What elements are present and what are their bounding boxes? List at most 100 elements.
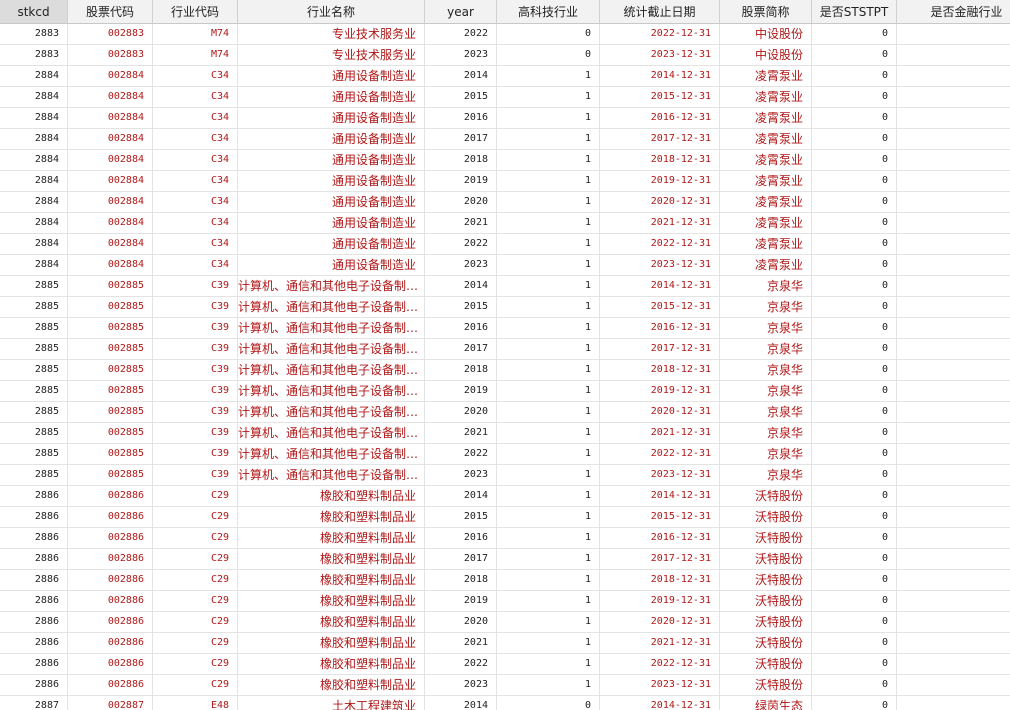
table-cell[interactable]: 凌霄泵业 — [720, 234, 812, 255]
table-cell[interactable]: 京泉华 — [720, 465, 812, 486]
table-cell[interactable]: 0 — [812, 507, 897, 528]
table-cell[interactable]: 2885 — [0, 465, 68, 486]
data-row[interactable]: 2884 002884 C34 通用设备制造业 2023 1 2023-12-31 凌霄泵业 0… — [0, 255, 1010, 276]
table-cell[interactable]: 2016-12-31 — [600, 528, 720, 549]
table-cell[interactable]: C39 — [153, 339, 238, 360]
table-cell[interactable]: 2023 — [425, 255, 497, 276]
table-cell[interactable]: 2023-12-31 — [600, 45, 720, 66]
table-cell[interactable]: 0 — [897, 192, 1010, 213]
table-cell[interactable]: 1 — [497, 381, 600, 402]
table-cell[interactable]: C29 — [153, 675, 238, 696]
table-cell[interactable]: 0 — [812, 45, 897, 66]
table-cell[interactable]: C39 — [153, 465, 238, 486]
table-cell[interactable]: 002883 — [68, 24, 153, 45]
table-cell[interactable]: 0 — [897, 423, 1010, 444]
table-cell[interactable]: 2016 — [425, 528, 497, 549]
table-cell[interactable]: 2014 — [425, 276, 497, 297]
table-cell[interactable]: 1 — [497, 360, 600, 381]
table-cell[interactable]: 0 — [897, 507, 1010, 528]
table-cell[interactable]: 2015 — [425, 87, 497, 108]
table-cell[interactable]: 0 — [812, 108, 897, 129]
table-cell[interactable]: 0 — [812, 381, 897, 402]
table-cell[interactable]: 0 — [812, 255, 897, 276]
table-cell[interactable]: 1 — [497, 612, 600, 633]
table-cell[interactable]: 0 — [812, 675, 897, 696]
table-cell[interactable]: 凌霄泵业 — [720, 171, 812, 192]
data-row[interactable]: 2886 002886 C29 橡胶和塑料制品业 2022 1 2022-12-31 沃特股份… — [0, 654, 1010, 675]
table-cell[interactable]: 中设股份 — [720, 45, 812, 66]
table-cell[interactable]: C34 — [153, 108, 238, 129]
table-cell[interactable]: 1 — [497, 87, 600, 108]
table-cell[interactable]: 1 — [497, 507, 600, 528]
table-cell[interactable]: 0 — [812, 360, 897, 381]
table-cell[interactable]: 京泉华 — [720, 423, 812, 444]
column-header[interactable]: stkcd — [0, 0, 68, 24]
table-cell[interactable]: C29 — [153, 549, 238, 570]
table-cell[interactable]: 2018 — [425, 570, 497, 591]
table-cell[interactable]: 2015-12-31 — [600, 507, 720, 528]
table-cell[interactable]: 002886 — [68, 486, 153, 507]
table-cell[interactable]: 0 — [812, 318, 897, 339]
table-cell[interactable]: E48 — [153, 696, 238, 710]
table-cell[interactable]: 2014 — [425, 486, 497, 507]
table-cell[interactable]: 2015-12-31 — [600, 87, 720, 108]
table-cell[interactable]: 沃特股份 — [720, 591, 812, 612]
table-cell[interactable]: 2885 — [0, 444, 68, 465]
table-cell[interactable]: 2022 — [425, 234, 497, 255]
table-cell[interactable]: 0 — [812, 213, 897, 234]
table-cell[interactable]: 2886 — [0, 549, 68, 570]
table-cell[interactable]: 0 — [812, 612, 897, 633]
table-cell[interactable]: 002884 — [68, 108, 153, 129]
table-cell[interactable]: 2021-12-31 — [600, 213, 720, 234]
table-cell[interactable]: 002885 — [68, 402, 153, 423]
table-cell[interactable]: 凌霄泵业 — [720, 87, 812, 108]
table-cell[interactable]: 京泉华 — [720, 381, 812, 402]
table-cell[interactable]: 2885 — [0, 423, 68, 444]
table-cell[interactable]: 0 — [897, 402, 1010, 423]
table-cell[interactable]: 2884 — [0, 213, 68, 234]
data-row[interactable]: 2884 002884 C34 通用设备制造业 2020 1 2020-12-31 凌霄泵业 0… — [0, 192, 1010, 213]
table-cell[interactable]: 京泉华 — [720, 360, 812, 381]
table-cell[interactable]: 0 — [812, 402, 897, 423]
table-cell[interactable]: 002885 — [68, 423, 153, 444]
table-cell[interactable]: 沃特股份 — [720, 654, 812, 675]
table-cell[interactable]: 0 — [897, 24, 1010, 45]
table-cell[interactable]: 2886 — [0, 507, 68, 528]
table-cell[interactable]: 橡胶和塑料制品业 — [238, 486, 425, 507]
table-cell[interactable]: 0 — [812, 528, 897, 549]
table-cell[interactable]: 002884 — [68, 255, 153, 276]
table-cell[interactable]: 0 — [812, 171, 897, 192]
table-cell[interactable]: 沃特股份 — [720, 570, 812, 591]
table-cell[interactable]: 1 — [497, 423, 600, 444]
data-row[interactable]: 2885 002885 C39 计算机、通信和其他电子设备制… 2020 1 2020-12… — [0, 402, 1010, 423]
table-cell[interactable]: 2017-12-31 — [600, 339, 720, 360]
table-cell[interactable]: 2019 — [425, 591, 497, 612]
table-cell[interactable]: 002886 — [68, 507, 153, 528]
table-cell[interactable]: 2019-12-31 — [600, 171, 720, 192]
table-cell[interactable]: 京泉华 — [720, 297, 812, 318]
table-cell[interactable]: 凌霄泵业 — [720, 213, 812, 234]
table-cell[interactable]: 0 — [497, 45, 600, 66]
table-cell[interactable]: 2885 — [0, 339, 68, 360]
table-cell[interactable]: 0 — [897, 129, 1010, 150]
table-cell[interactable]: C29 — [153, 570, 238, 591]
table-cell[interactable]: 0 — [897, 255, 1010, 276]
table-cell[interactable]: 计算机、通信和其他电子设备制… — [238, 360, 425, 381]
table-cell[interactable]: 1 — [497, 171, 600, 192]
table-cell[interactable]: 凌霄泵业 — [720, 66, 812, 87]
table-cell[interactable]: 2017 — [425, 129, 497, 150]
table-cell[interactable]: 002884 — [68, 213, 153, 234]
table-cell[interactable]: 002886 — [68, 549, 153, 570]
table-cell[interactable]: 0 — [897, 318, 1010, 339]
table-cell[interactable]: 2883 — [0, 45, 68, 66]
data-row[interactable]: 2885 002885 C39 计算机、通信和其他电子设备制… 2023 1 2023-12… — [0, 465, 1010, 486]
table-cell[interactable]: 0 — [897, 675, 1010, 696]
table-cell[interactable]: 2015-12-31 — [600, 297, 720, 318]
table-cell[interactable]: 沃特股份 — [720, 549, 812, 570]
table-cell[interactable]: 京泉华 — [720, 402, 812, 423]
table-cell[interactable]: 2016-12-31 — [600, 108, 720, 129]
table-cell[interactable]: 2020 — [425, 192, 497, 213]
table-cell[interactable]: 1 — [497, 192, 600, 213]
table-cell[interactable]: 1 — [497, 234, 600, 255]
table-cell[interactable]: 002885 — [68, 444, 153, 465]
